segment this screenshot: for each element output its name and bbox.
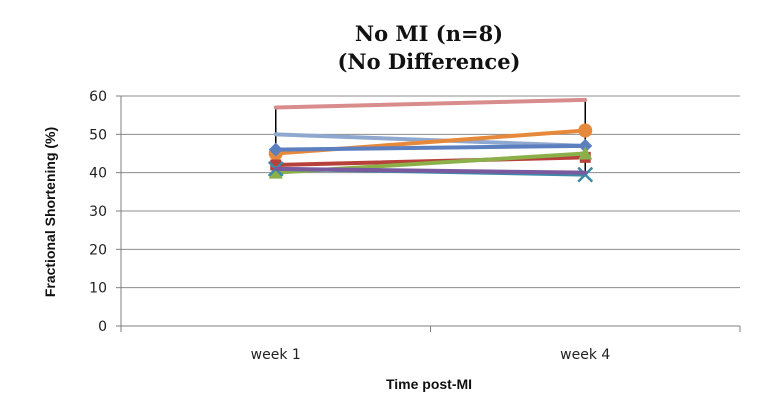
x-tick-label: week 1 bbox=[251, 347, 301, 363]
series-lines bbox=[267, 97, 594, 183]
series-line bbox=[273, 143, 588, 152]
gridlines bbox=[116, 95, 741, 332]
y-tick-label: 30 bbox=[89, 204, 107, 220]
series-line bbox=[273, 166, 588, 175]
y-tick-label: 10 bbox=[89, 281, 107, 297]
x-tick-label: week 4 bbox=[560, 347, 610, 363]
y-tick-label: 0 bbox=[98, 319, 107, 335]
x-axis-label: Time post-MI bbox=[386, 376, 472, 392]
data-point bbox=[270, 159, 282, 171]
y-tick-label: 50 bbox=[89, 127, 107, 143]
x-tick-labels: week 1 week 4 bbox=[251, 347, 611, 363]
y-tick-label: 60 bbox=[89, 89, 107, 105]
chart-title: No MI (n=8) bbox=[355, 21, 503, 46]
data-point bbox=[268, 142, 283, 157]
y-tick-label: 20 bbox=[89, 242, 107, 258]
data-point bbox=[578, 138, 593, 153]
y-tick-label: 40 bbox=[89, 166, 107, 182]
data-point bbox=[268, 165, 283, 179]
series-line bbox=[273, 97, 588, 110]
data-point bbox=[578, 123, 593, 138]
data-point bbox=[578, 146, 593, 160]
y-axis-label: Fractional Shortening (%) bbox=[42, 127, 58, 297]
chart-subtitle: (No Difference) bbox=[337, 49, 520, 74]
y-tick-labels: 0 10 20 30 40 50 60 bbox=[89, 89, 107, 335]
